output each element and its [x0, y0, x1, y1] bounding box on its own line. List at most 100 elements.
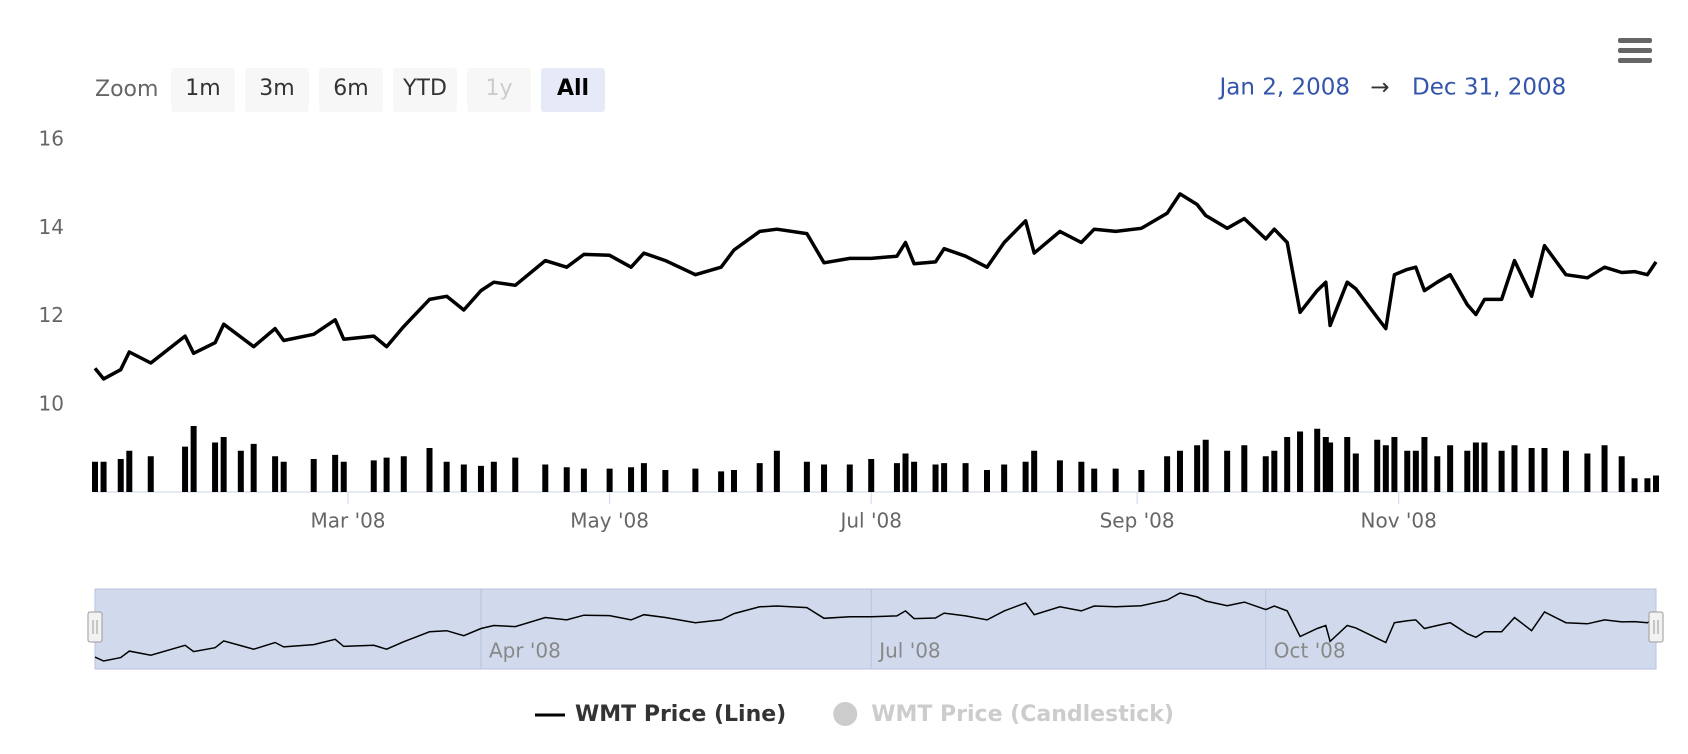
- volume-bar: [1481, 442, 1488, 492]
- navigator-tick-label: Apr '08: [489, 639, 561, 663]
- range-button-bg: [245, 68, 309, 112]
- volume-bar: [1314, 428, 1321, 492]
- range-from: Jan 2, 2008: [1217, 75, 1350, 101]
- volume-bar: [182, 446, 189, 492]
- legend-symbol: [833, 702, 858, 726]
- volume-bar: [310, 459, 317, 492]
- volume-bar: [237, 450, 244, 492]
- volume-bar: [1631, 478, 1638, 492]
- x-tick-label: Jul '08: [838, 509, 901, 533]
- volume-bar: [220, 437, 227, 492]
- volume-bar: [893, 463, 900, 492]
- volume-bar: [512, 457, 519, 492]
- volume-bar: [1262, 456, 1269, 492]
- volume-bar: [1001, 464, 1008, 492]
- volume-bar: [1391, 437, 1398, 492]
- legend-item[interactable]: WMT Price (Candlestick): [833, 702, 1174, 727]
- volume-bar: [1352, 453, 1359, 492]
- volume-bar: [868, 459, 875, 492]
- y-tick-label: 10: [39, 392, 64, 416]
- range-button-label: 1y: [485, 76, 512, 101]
- range-button-label: 6m: [333, 76, 368, 101]
- volume-bar: [1112, 468, 1119, 492]
- volume-bar: [1322, 437, 1329, 492]
- volume-bar: [640, 463, 647, 492]
- range-button-bg: [541, 68, 605, 112]
- range-separator: →: [1370, 75, 1389, 101]
- y-tick-label: 14: [39, 215, 64, 239]
- context-menu[interactable]: [1618, 38, 1652, 63]
- volume-bar: [1434, 456, 1441, 492]
- volume-bar: [370, 460, 377, 492]
- x-tick-label: Sep '08: [1100, 509, 1175, 533]
- volume-bar: [1528, 448, 1535, 492]
- menu-bar: [1618, 48, 1652, 53]
- legend-item[interactable]: WMT Price (Line): [535, 702, 786, 727]
- volume-bar: [340, 461, 347, 492]
- volume-bar: [212, 442, 219, 492]
- volume-bar: [580, 468, 587, 492]
- menu-bar: [1618, 58, 1652, 63]
- volume-bar: [1562, 450, 1569, 492]
- volume-bar: [92, 461, 98, 492]
- volume-bar: [1297, 431, 1304, 492]
- zoom-label: Zoom: [95, 77, 158, 102]
- x-tick-label: Nov '08: [1361, 509, 1437, 533]
- volume-bar: [911, 461, 918, 492]
- range-to: Dec 31, 2008: [1412, 75, 1566, 101]
- volume-bar: [126, 450, 133, 492]
- range-button[interactable]: 6m: [319, 68, 383, 112]
- volume-bar: [426, 448, 433, 492]
- volume-bar: [1412, 450, 1419, 492]
- volume-bar: [1031, 450, 1038, 492]
- range-button-label: YTD: [402, 76, 447, 101]
- volume-bar: [1421, 437, 1428, 492]
- volume-bar: [280, 461, 287, 492]
- volume-bar: [332, 454, 339, 492]
- volume-bar: [803, 461, 810, 492]
- volume-bar: [563, 467, 570, 492]
- volume-bar: [1138, 470, 1145, 492]
- volume-bar: [1653, 475, 1659, 492]
- range-button-label: 3m: [259, 76, 294, 101]
- range-button[interactable]: YTD: [393, 68, 457, 112]
- range-button-label: All: [557, 76, 589, 101]
- range-button[interactable]: 3m: [245, 68, 309, 112]
- volume-bar: [1327, 442, 1334, 492]
- volume-bar: [1224, 450, 1231, 492]
- volume-bar: [1194, 445, 1201, 492]
- volume-bar: [1447, 445, 1454, 492]
- volume-bar: [730, 470, 737, 492]
- volume-bar: [1584, 453, 1591, 492]
- volume-bar: [821, 464, 828, 492]
- volume-bar: [383, 457, 390, 492]
- price-line: [93, 192, 1658, 381]
- legend-label: WMT Price (Candlestick): [871, 702, 1174, 727]
- menu-bar: [1618, 38, 1652, 43]
- volume-bar: [1271, 450, 1278, 492]
- volume-bar: [984, 470, 990, 492]
- y-tick-label: 12: [39, 303, 64, 327]
- volume-bar: [932, 464, 939, 492]
- range-button: 1y: [467, 68, 531, 112]
- range-button[interactable]: 1m: [171, 68, 235, 112]
- volume-bar: [272, 456, 279, 492]
- volume-bar: [1601, 445, 1608, 492]
- volume-bar: [1498, 450, 1505, 492]
- volume-bar: [1464, 450, 1471, 492]
- navigator-mask: [94, 588, 1657, 670]
- volume-bar: [460, 464, 467, 492]
- range-button[interactable]: All: [541, 68, 605, 112]
- volume-bar: [941, 463, 948, 492]
- navigator-handle[interactable]: [1648, 611, 1664, 643]
- range-button-label: 1m: [185, 76, 220, 101]
- volume-bar: [756, 463, 763, 492]
- navigator-handle[interactable]: [87, 611, 103, 643]
- volume-bar: [1404, 450, 1411, 492]
- range-button-bg: [319, 68, 383, 112]
- volume-bar: [117, 459, 124, 492]
- volume-bar: [846, 464, 853, 492]
- legend-label: WMT Price (Line): [575, 702, 786, 727]
- volume-bar: [1284, 437, 1291, 492]
